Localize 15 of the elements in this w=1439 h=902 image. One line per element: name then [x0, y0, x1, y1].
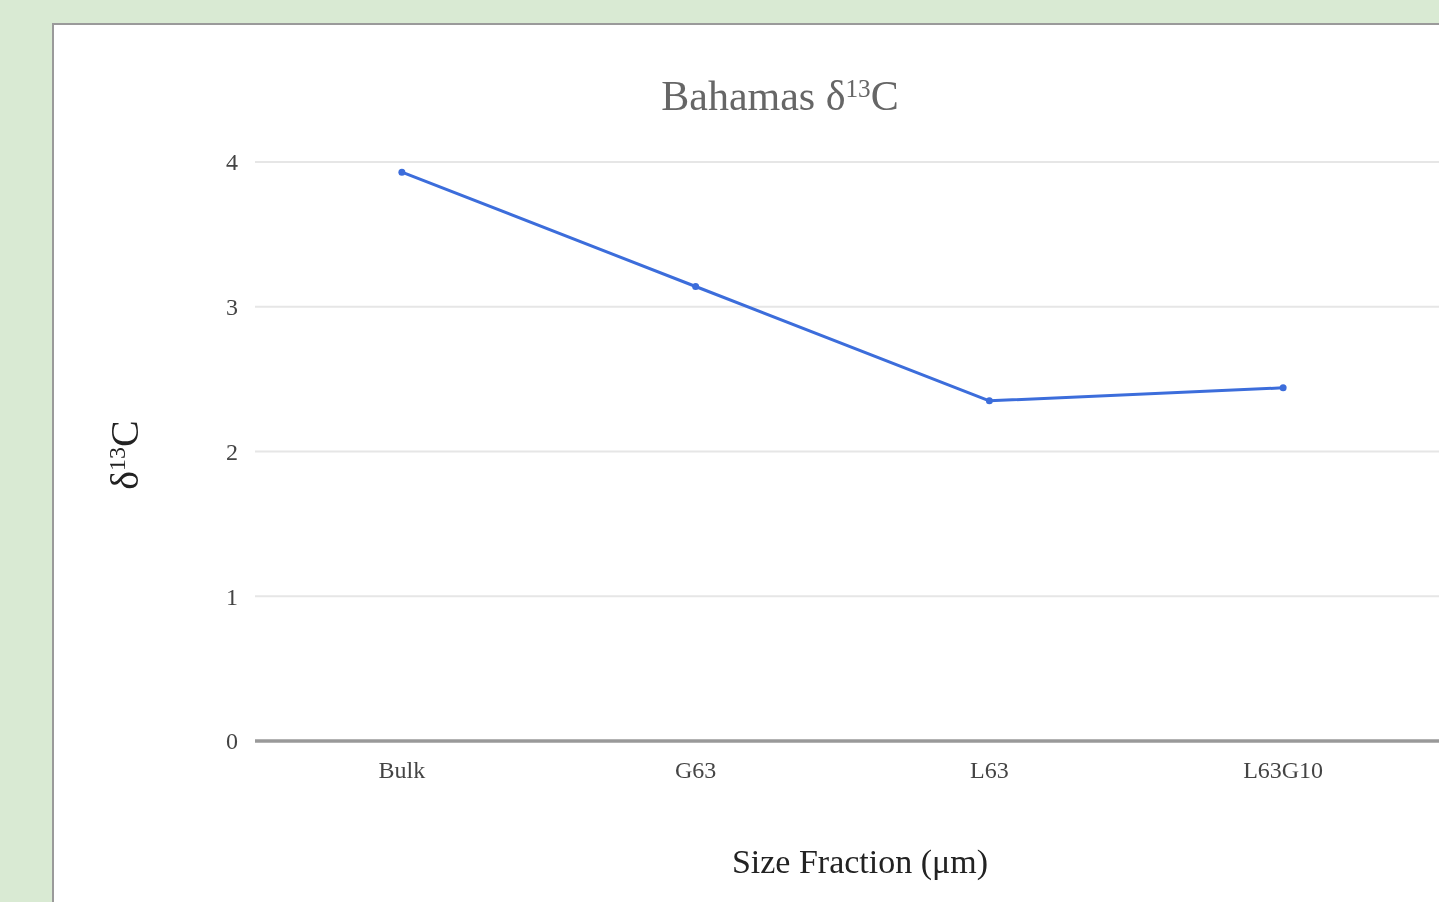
point — [692, 282, 700, 290]
x-tick-label: Bulk — [378, 757, 426, 783]
x-tick-label: L63G10 — [1243, 757, 1324, 783]
y-tick-label: 3 — [226, 294, 238, 321]
y-tick-label: 2 — [226, 438, 238, 465]
x-tick-label: G63 — [674, 757, 717, 783]
point — [985, 397, 993, 405]
y-tick-label: 4 — [226, 149, 238, 176]
y-tick-label: 1 — [226, 583, 238, 610]
point — [1279, 384, 1287, 392]
x-axis-title: Size Fraction (μm) — [731, 843, 989, 881]
chart-title: Bahamas δ$^{13}$C — [661, 73, 899, 119]
x-tick-label: L63 — [970, 757, 1009, 783]
y-tick-label: 0 — [226, 728, 238, 755]
point — [398, 168, 406, 176]
